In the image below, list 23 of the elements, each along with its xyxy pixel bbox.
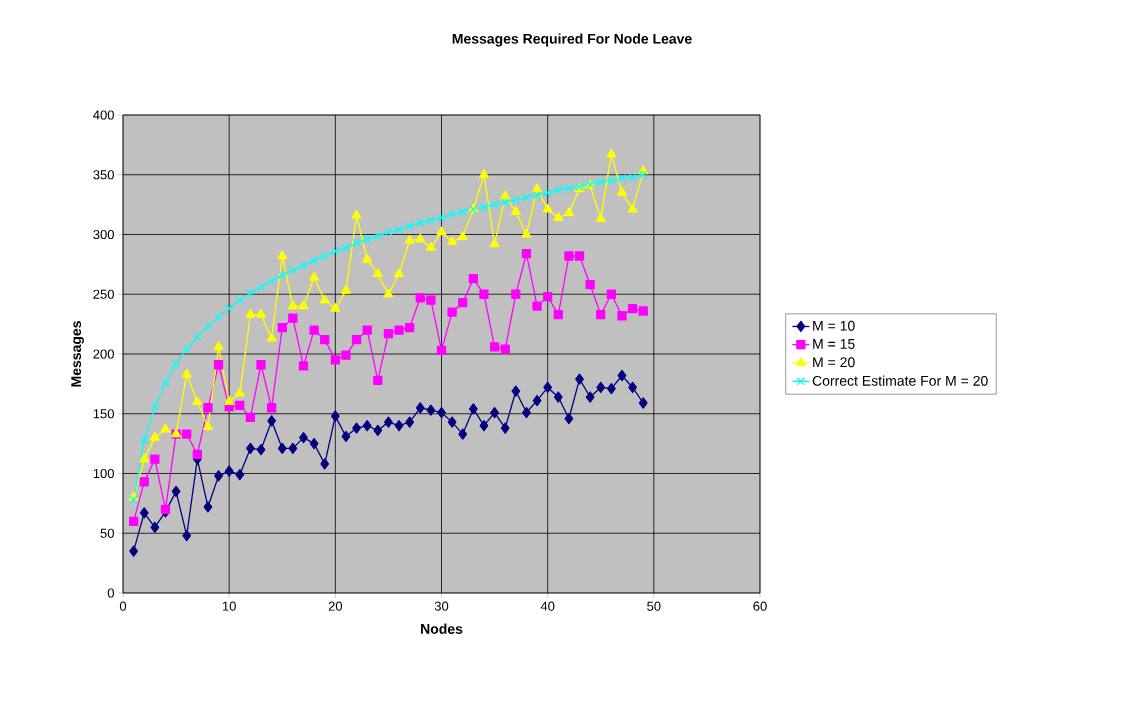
y-tick-label: 250 — [93, 289, 114, 299]
y-tick-label: 400 — [93, 110, 114, 120]
x-tick-label: 0 — [119, 601, 127, 611]
y-tick-label: 300 — [93, 229, 114, 240]
x-tick-label: 10 — [222, 601, 236, 611]
y-tick-label: 50 — [100, 528, 114, 538]
y-tick-label: 150 — [93, 409, 114, 419]
legend-label: Correct Estimate For M = 20 — [812, 375, 988, 386]
y-tick-label: 200 — [93, 349, 114, 359]
x-tick-label: 20 — [328, 601, 343, 611]
x-tick-label: 50 — [647, 601, 661, 611]
x-tick-label: 40 — [540, 601, 555, 611]
y-axis-title: Messages — [71, 321, 84, 387]
y-tick-label: 0 — [107, 588, 114, 598]
legend-label: M = 15 — [813, 339, 855, 349]
x-tick-label: 30 — [434, 601, 449, 611]
x-tick-label: 60 — [753, 601, 767, 611]
x-axis-title: Nodes — [421, 623, 463, 634]
legend-label: M = 10 — [813, 320, 855, 331]
y-tick-label: 100 — [93, 468, 114, 479]
legend-label: M = 20 — [813, 357, 855, 368]
chart-title: Messages Required For Node Leave — [452, 33, 692, 47]
y-tick-label: 350 — [93, 170, 114, 180]
